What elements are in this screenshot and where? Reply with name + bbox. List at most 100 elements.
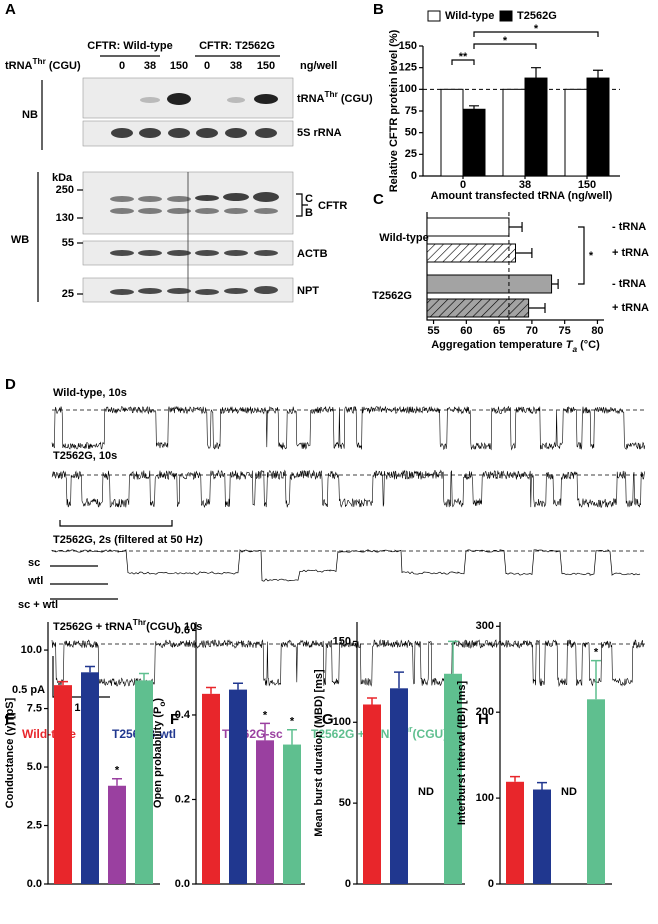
trace-label: Wild-type, 10s [53, 387, 127, 399]
text-part: (CGU) [338, 93, 373, 105]
y-tick-label: + tRNA [612, 302, 649, 314]
bar [108, 785, 126, 884]
current-trace [51, 405, 646, 451]
level-label: sc [28, 557, 40, 569]
bar [426, 217, 510, 237]
bar [81, 672, 99, 884]
blot-type: NB [22, 109, 38, 121]
error-bar [139, 672, 149, 681]
annotation: ND [418, 786, 434, 798]
text-part: tRNA [5, 60, 33, 72]
y-tick-label: 7.5 [27, 702, 42, 714]
error-bar [515, 248, 533, 258]
y-tick-label: - tRNA [612, 221, 646, 233]
bar [462, 108, 486, 177]
y-axis-label: Conductance (γ) [pS] [4, 697, 16, 808]
bar [524, 77, 548, 177]
text-part: tRNA [297, 93, 325, 105]
significance-bracket [578, 226, 585, 285]
group-label: Wild-type [379, 232, 428, 244]
y-axis-label: Interburst interval (IBI) [ms] [456, 681, 468, 826]
bar [440, 88, 464, 177]
x-tick-label: 75 [559, 325, 571, 337]
significance-bracket [473, 31, 599, 37]
lane-label: 150 [257, 60, 275, 72]
y-tick-label: 0 [488, 878, 494, 890]
x-tick-label: 60 [460, 325, 472, 337]
y-axis-label: Mean burst duration (MBD) [ms] [313, 669, 325, 837]
significance-label: * [589, 250, 594, 262]
bar-hatch [427, 299, 529, 317]
error-bar [260, 722, 270, 741]
bar [202, 693, 220, 884]
panel-label: F [170, 711, 179, 728]
bar [229, 689, 247, 884]
marker-label: 250 [56, 184, 74, 196]
x-axis-label: Aggregation temperature Ta (°C) [431, 339, 600, 354]
bar [283, 744, 301, 884]
y-axis-label: Relative CFTR protein level (%) [388, 29, 400, 192]
error-bar [394, 671, 404, 689]
x-tick-label: 150 [578, 179, 596, 191]
error-bar [112, 777, 122, 786]
text-part: (CGU) [46, 60, 81, 72]
text-part: (°C) [577, 339, 600, 351]
lane-label: 0 [119, 60, 125, 72]
text-part: (CGU) [413, 727, 448, 741]
text-part: (CGU), 10s [146, 621, 202, 633]
x-tick-label: 65 [493, 325, 505, 337]
blots [37, 55, 308, 303]
text-part: Thr [325, 90, 339, 99]
band-label: B [305, 207, 313, 219]
y-tick-label: 2.5 [27, 819, 42, 831]
trace-decor [50, 520, 173, 698]
y-tick-label: 100 [476, 792, 494, 804]
error-bar [58, 680, 68, 686]
y-tick-label: 100 [399, 83, 417, 95]
bar [256, 740, 274, 884]
group-label: CFTR: T2562G [199, 40, 275, 52]
band-label: 5S rRNA [297, 127, 342, 139]
annotation: * [115, 765, 120, 777]
bar [587, 699, 605, 884]
unit-label: kDa [52, 172, 73, 184]
band-label: tRNAThr (CGU) [297, 90, 373, 105]
text-part: o [158, 702, 167, 707]
y-tick-label: 25 [405, 148, 417, 160]
error-bar [287, 729, 297, 745]
error-bar [510, 775, 520, 782]
y-tick-label: 75 [405, 105, 417, 117]
y-tick-label: 300 [476, 620, 494, 632]
group-label: T2562G [372, 290, 412, 302]
legend-swatch [499, 10, 513, 22]
y-tick-label: - tRNA [612, 278, 646, 290]
error-bar [85, 665, 95, 673]
band-label: NPT [297, 285, 319, 297]
legend-label: Wild-type [445, 10, 494, 22]
y-tick-label: 100 [333, 716, 351, 728]
y-tick-label: 50 [339, 797, 351, 809]
filtered-trace [51, 549, 641, 582]
level-label: wtl [27, 575, 43, 587]
error-bar [206, 686, 216, 694]
error-bar [508, 222, 523, 232]
y-tick-label: 0.0 [27, 878, 42, 890]
panel-label: B [373, 1, 384, 18]
y-tick-label: 0.6 [175, 624, 190, 636]
unit-label: ng/well [300, 60, 337, 72]
lane-label: 38 [144, 60, 156, 72]
y-tick-label: 0 [411, 170, 417, 182]
text-part: ) [152, 698, 164, 702]
trace-label: T2562G, 2s (filtered at 50 Hz) [53, 534, 203, 546]
x-tick-label: 55 [427, 325, 439, 337]
band-label: C [305, 193, 313, 205]
significance-label: ** [459, 51, 468, 63]
marker-label: 55 [62, 237, 74, 249]
error-bar [551, 279, 559, 289]
band-label: ACTB [297, 248, 328, 260]
text-part: Thr [33, 57, 47, 66]
y-tick-label: 200 [476, 706, 494, 718]
significance-bracket [451, 59, 475, 65]
current-trace [51, 469, 646, 508]
